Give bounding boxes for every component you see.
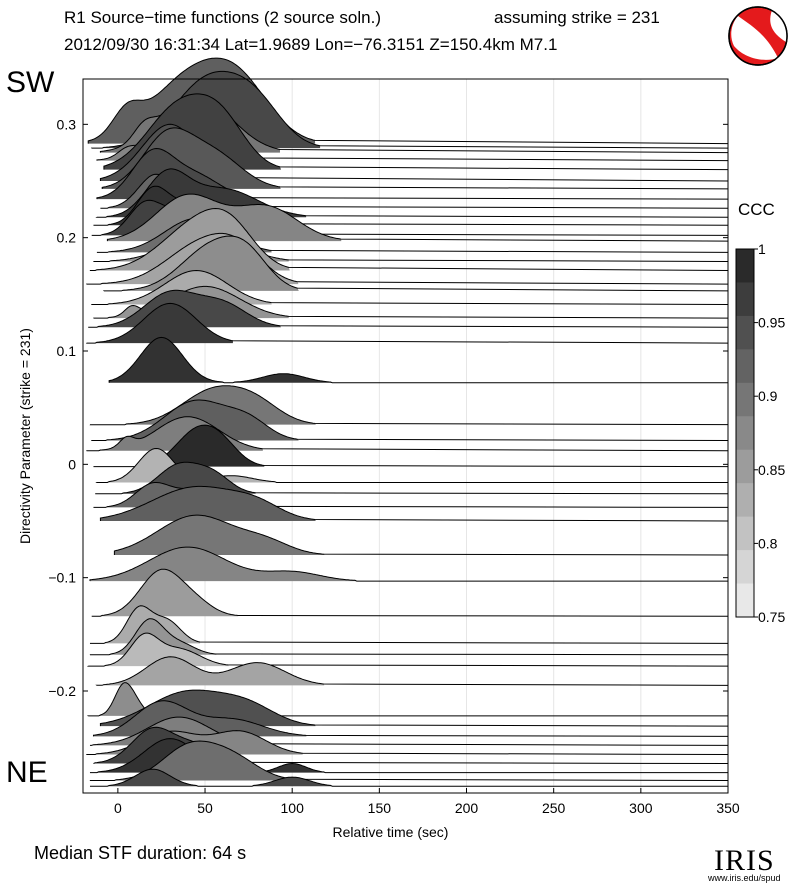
stf-trace-line — [106, 193, 729, 242]
stf-trace-fill — [89, 741, 294, 781]
x-tick-label: 300 — [629, 800, 653, 816]
stf-trace-line — [89, 546, 729, 582]
stf-trace-line — [88, 289, 729, 328]
stf-trace-line — [93, 285, 729, 319]
y-tick-label: 0.3 — [57, 116, 77, 132]
stf-trace-line — [92, 700, 729, 737]
x-tick-label: 100 — [281, 800, 305, 816]
colorbar-swatch — [736, 483, 754, 518]
colorbar-swatch — [736, 249, 754, 283]
colorbar-swatch — [736, 583, 754, 618]
colorbar-tick-label: 0.95 — [758, 315, 785, 331]
stf-trace-line — [87, 632, 729, 667]
colorbar-tick-label: 1 — [758, 241, 766, 257]
event-subtitle: 2012/09/30 16:31:34 Lat=1.9689 Lon=−76.3… — [64, 35, 558, 54]
stf-trace-line — [90, 269, 729, 306]
stf-trace-line — [101, 127, 729, 190]
colorbar-frame — [735, 248, 755, 618]
y-axis-label: Directivity Parameter (strike = 231) — [17, 328, 33, 544]
stf-trace-fill — [96, 656, 325, 686]
stf-trace-line — [89, 385, 729, 426]
colorbar-tick-label: 0.9 — [758, 388, 778, 404]
stf-trace-line — [86, 416, 729, 452]
colorbar-tick-label: 0.75 — [758, 609, 785, 625]
x-tick-label: 50 — [197, 800, 213, 816]
colorbar-swatch — [736, 550, 754, 585]
sw-label: SW — [6, 66, 55, 99]
x-tick-label: 150 — [368, 800, 392, 816]
stf-trace-line — [86, 730, 729, 755]
colorbar-swatch — [736, 449, 754, 484]
plot-frame — [82, 78, 729, 794]
iris-logo-word: IRIS — [714, 844, 775, 877]
iris-logo[interactable]: IRIS www.iris.edu/spud — [708, 842, 794, 884]
stf-trace-line — [89, 768, 728, 787]
colorbar-swatch — [736, 416, 754, 451]
stf-trace-line — [89, 740, 729, 782]
stf-trace-line — [86, 302, 729, 344]
colorbar-tick-label: 0.8 — [758, 535, 778, 551]
colorbar-swatch — [736, 282, 754, 317]
stf-trace-line — [99, 689, 729, 727]
stf-trace-fill — [93, 425, 265, 467]
stf-trace-fill — [88, 633, 230, 667]
colorbar-tick-label: 0.85 — [758, 462, 785, 478]
y-tick-label: 0.2 — [57, 230, 77, 246]
colorbar-swatch — [736, 516, 754, 551]
stf-trace-line — [89, 605, 729, 644]
beachball-icon — [728, 6, 788, 66]
x-tick-label: 250 — [542, 800, 566, 816]
stf-trace-fill — [95, 462, 256, 494]
x-tick-label: 200 — [455, 800, 479, 816]
stf-trace-line — [103, 93, 729, 171]
y-tick-label: −0.2 — [48, 683, 76, 699]
x-axis-label: Relative time (sec) — [333, 824, 449, 840]
stf-trace-line — [93, 424, 729, 468]
stf-trace-line — [113, 514, 729, 556]
stf-trace-line — [89, 618, 729, 656]
colorbar-title: CCC — [738, 200, 775, 219]
stf-trace-line — [103, 235, 729, 292]
y-tick-label: 0 — [68, 456, 76, 472]
stf-trace-fill — [114, 515, 325, 555]
stf-trace-fill — [86, 303, 233, 344]
stf-trace-fill — [109, 337, 334, 383]
stf-trace-fill — [91, 569, 239, 617]
stf-trace-line — [89, 207, 729, 272]
colorbar-swatch — [736, 315, 754, 350]
colorbar: 1 0.95 0.9 0.85 0.8 0.75 — [735, 241, 785, 625]
axes: 0 50 100 150 200 250 300 350 Relative time (sec)… — [17, 78, 740, 840]
x-tick-label: 350 — [716, 800, 740, 816]
x-tick-label: 0 — [114, 800, 122, 816]
stf-trace-line — [91, 568, 729, 617]
colorbar-swatch — [736, 382, 754, 417]
iris-logo-url[interactable]: www.iris.edu/spud — [708, 873, 781, 883]
chart-title: R1 Source−time functions (2 source soln.… — [64, 8, 382, 27]
ne-label: NE — [6, 756, 48, 789]
median-duration: Median STF duration: 64 s — [34, 843, 247, 863]
stf-trace-fill — [103, 236, 299, 291]
stf-trace-fill — [100, 486, 316, 521]
y-tick-label: −0.1 — [48, 570, 76, 586]
stf-trace-fill — [93, 700, 307, 737]
stf-trace-fill — [89, 769, 335, 787]
stf-trace-fill — [89, 738, 326, 773]
stf-trace-line — [95, 461, 729, 495]
stf-trace-line — [108, 336, 729, 384]
stf-trace-line — [95, 656, 729, 686]
colorbar-swatch — [736, 349, 754, 384]
stf-trace-line — [99, 485, 729, 522]
plot-area — [86, 57, 729, 793]
y-tick-label: 0.1 — [57, 343, 77, 359]
strike-title: assuming strike = 231 — [494, 8, 660, 27]
stf-trace-fill — [88, 682, 157, 716]
